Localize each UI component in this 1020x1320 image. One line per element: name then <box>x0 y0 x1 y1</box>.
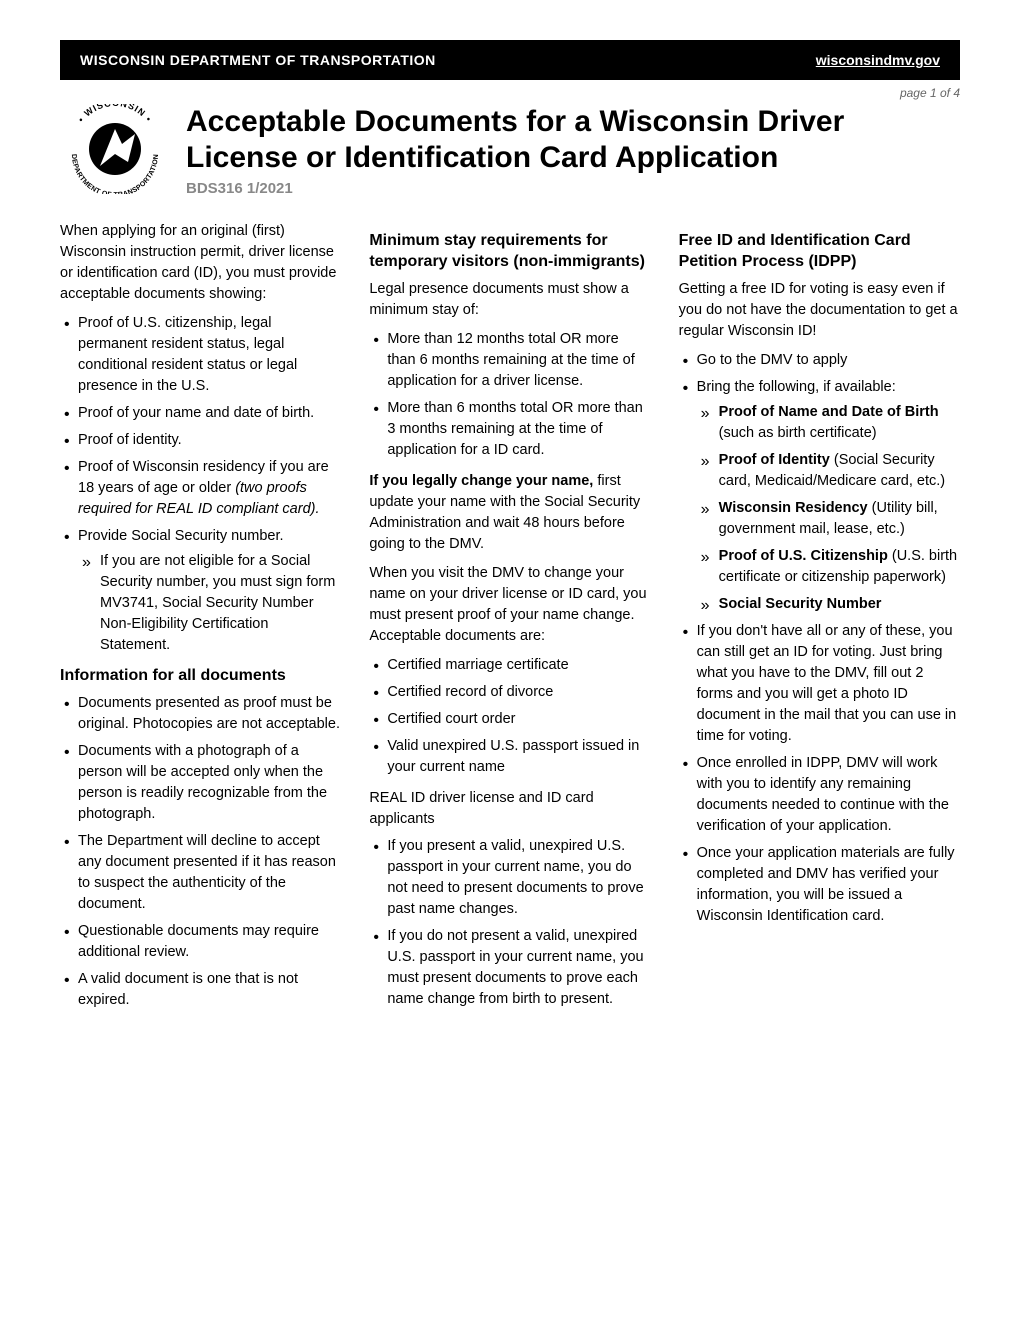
list-item: Documents with a photograph of a person … <box>60 741 341 825</box>
list-item: If you present a valid, unexpired U.S. p… <box>369 836 650 920</box>
stay-list: More than 12 months total OR more than 6… <box>369 329 650 461</box>
list-item: Provide Social Security number. If you a… <box>60 526 341 656</box>
list-item: Once your application materials are full… <box>679 843 960 927</box>
intro-paragraph: When applying for an original (first) Wi… <box>60 221 341 305</box>
department-name: WISCONSIN DEPARTMENT OF TRANSPORTATION <box>80 52 436 68</box>
name-change-paragraph: If you legally change your name, first u… <box>369 471 650 555</box>
list-item: Wisconsin Residency (Utility bill, gover… <box>697 498 960 540</box>
svg-text:• WISCONSIN •: • WISCONSIN • <box>76 104 154 124</box>
idpp-list: Go to the DMV to apply Bring the followi… <box>679 350 960 927</box>
list-item: Social Security Number <box>697 594 960 615</box>
column-2: Minimum stay requirements for temporary … <box>369 221 650 1021</box>
column-3: Free ID and Identification Card Petition… <box>679 221 960 1021</box>
wisconsin-dot-seal-icon: • WISCONSIN • DEPARTMENT OF TRANSPORTATI… <box>60 104 170 194</box>
list-item: If you don't have all or any of these, y… <box>679 621 960 747</box>
title-row: • WISCONSIN • DEPARTMENT OF TRANSPORTATI… <box>60 104 960 197</box>
list-item: Documents presented as proof must be ori… <box>60 693 341 735</box>
list-item: Go to the DMV to apply <box>679 350 960 371</box>
list-item: Bring the following, if available: Proof… <box>679 377 960 615</box>
list-item: The Department will decline to accept an… <box>60 831 341 915</box>
list-item: Proof of Wisconsin residency if you are … <box>60 457 341 520</box>
document-id: BDS316 1/2021 <box>186 180 960 197</box>
list-item: If you are not eligible for a Social Sec… <box>78 551 341 656</box>
info-list: Documents presented as proof must be ori… <box>60 693 341 1011</box>
list-item: Once enrolled in IDPP, DMV will work wit… <box>679 753 960 837</box>
columns: When applying for an original (first) Wi… <box>60 221 960 1021</box>
list-item: Proof of Name and Date of Birth (such as… <box>697 402 960 444</box>
name-docs-list: Certified marriage certificate Certified… <box>369 655 650 778</box>
column-1: When applying for an original (first) Wi… <box>60 221 341 1021</box>
list-item: Certified record of divorce <box>369 682 650 703</box>
title-block: Acceptable Documents for a Wisconsin Dri… <box>186 104 960 197</box>
requirements-list: Proof of U.S. citizenship, legal permane… <box>60 313 341 656</box>
list-item: Certified marriage certificate <box>369 655 650 676</box>
list-item: Valid unexpired U.S. passport issued in … <box>369 736 650 778</box>
list-item: Proof of Identity (Social Security card,… <box>697 450 960 492</box>
realid-list: If you present a valid, unexpired U.S. p… <box>369 836 650 1010</box>
realid-heading: REAL ID driver license and ID card appli… <box>369 788 650 830</box>
list-item: If you do not present a valid, unexpired… <box>369 926 650 1010</box>
list-item: Questionable documents may require addit… <box>60 921 341 963</box>
stay-heading: Minimum stay requirements for temporary … <box>369 231 650 273</box>
info-heading: Information for all documents <box>60 666 341 687</box>
ssn-sublist: If you are not eligible for a Social Sec… <box>78 551 341 656</box>
list-item: Proof of your name and date of birth. <box>60 403 341 424</box>
list-item: A valid document is one that is not expi… <box>60 969 341 1011</box>
idpp-intro: Getting a free ID for voting is easy eve… <box>679 279 960 342</box>
header-bar: WISCONSIN DEPARTMENT OF TRANSPORTATION w… <box>60 40 960 80</box>
bring-sublist: Proof of Name and Date of Birth (such as… <box>697 402 960 615</box>
list-item: More than 6 months total OR more than 3 … <box>369 398 650 461</box>
website-url[interactable]: wisconsindmv.gov <box>816 52 940 68</box>
list-item: Proof of identity. <box>60 430 341 451</box>
list-item: Proof of U.S. Citizenship (U.S. birth ce… <box>697 546 960 588</box>
name-change-p2: When you visit the DMV to change your na… <box>369 563 650 647</box>
list-item: More than 12 months total OR more than 6… <box>369 329 650 392</box>
stay-intro: Legal presence documents must show a min… <box>369 279 650 321</box>
list-item: Proof of U.S. citizenship, legal permane… <box>60 313 341 397</box>
idpp-heading: Free ID and Identification Card Petition… <box>679 231 960 273</box>
page-title: Acceptable Documents for a Wisconsin Dri… <box>186 104 960 176</box>
list-item: Certified court order <box>369 709 650 730</box>
page-number: page 1 of 4 <box>60 86 960 100</box>
